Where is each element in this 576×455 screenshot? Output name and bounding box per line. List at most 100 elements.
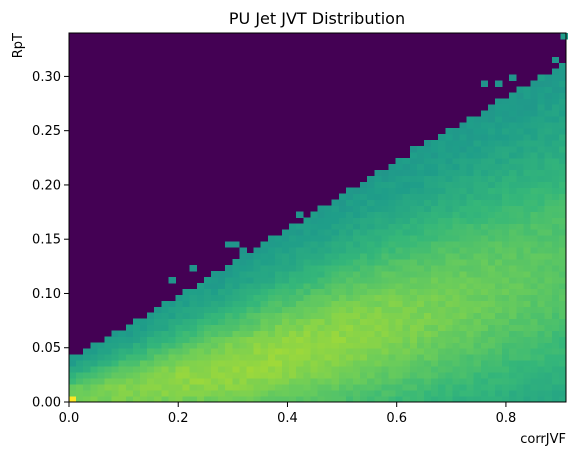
heatmap-cell <box>161 318 169 325</box>
heatmap-cell <box>438 348 446 355</box>
heatmap-cell <box>367 247 375 254</box>
heatmap-cell <box>381 235 389 242</box>
heatmap-cell <box>274 360 283 367</box>
heatmap-cell <box>317 217 325 224</box>
heatmap-cell <box>395 360 403 367</box>
heatmap-cell <box>466 324 474 331</box>
heatmap-cell <box>473 378 482 385</box>
heatmap-cell <box>239 300 247 308</box>
heatmap-cell <box>104 372 112 379</box>
heatmap-cell <box>360 271 368 278</box>
heatmap-cell <box>69 354 77 361</box>
heatmap-cell <box>125 336 134 343</box>
heatmap-cell <box>182 306 190 314</box>
heatmap-cell <box>516 312 524 319</box>
heatmap-cell <box>310 217 318 224</box>
heatmap-cell <box>530 241 538 248</box>
heatmap-cell <box>509 229 517 236</box>
heatmap-cell <box>104 342 112 349</box>
heatmap-cell <box>544 199 553 206</box>
heatmap-cell <box>175 354 183 361</box>
heatmap-cell <box>487 288 496 296</box>
heatmap-cell <box>487 187 496 194</box>
heatmap-cell <box>345 324 354 331</box>
heatmap-cell <box>154 354 162 361</box>
heatmap-cell <box>516 146 524 153</box>
heatmap-cell <box>523 336 531 343</box>
heatmap-cell <box>480 181 489 189</box>
heatmap-cell <box>303 342 311 349</box>
heatmap-cell <box>90 360 98 367</box>
heatmap-cell <box>374 378 382 385</box>
heatmap-cell <box>466 134 474 141</box>
heatmap-cell <box>253 277 261 284</box>
heatmap-cell <box>338 288 347 296</box>
heatmap-cell <box>260 253 269 260</box>
heatmap-cell <box>345 229 354 236</box>
heatmap-cell <box>310 277 318 284</box>
heatmap-cell <box>246 330 254 337</box>
heatmap-cell <box>189 384 198 391</box>
heatmap-cell <box>267 235 276 242</box>
heatmap-cell <box>452 175 460 183</box>
heatmap-cell <box>537 282 545 290</box>
heatmap-cell <box>551 104 560 111</box>
heatmap-cell <box>211 300 219 308</box>
heatmap-cell <box>395 396 403 403</box>
heatmap-cell <box>345 217 354 224</box>
heatmap-cell <box>558 98 567 105</box>
heatmap-cell <box>544 241 553 248</box>
heatmap-cell <box>203 312 212 319</box>
heatmap-cell <box>296 354 304 361</box>
heatmap-cell <box>438 223 446 230</box>
heatmap-cell <box>544 152 553 159</box>
heatmap-cell <box>303 277 311 284</box>
heatmap-cell <box>225 265 233 272</box>
heatmap-cell <box>282 259 290 266</box>
heatmap-cell <box>140 384 148 391</box>
heatmap-cell <box>353 253 361 260</box>
heatmap-cell <box>374 366 382 373</box>
heatmap-cell <box>502 199 510 206</box>
heatmap-cell <box>416 277 425 284</box>
heatmap-cell <box>480 271 489 278</box>
heatmap-cell <box>466 223 474 230</box>
heatmap-cell <box>331 277 340 284</box>
heatmap-cell <box>530 324 538 331</box>
heatmap-cell <box>388 253 396 260</box>
heatmap-cell <box>232 259 240 266</box>
heatmap-cell <box>452 372 460 379</box>
heatmap-cell <box>310 211 318 218</box>
heatmap-cell <box>480 235 489 242</box>
heatmap-cell <box>416 336 425 343</box>
heatmap-cell <box>253 282 261 290</box>
heatmap-cell <box>147 360 155 367</box>
heatmap-cell <box>260 318 269 325</box>
heatmap-cell <box>495 229 503 236</box>
heatmap-cell <box>225 294 233 302</box>
heatmap-cell <box>551 157 560 165</box>
heatmap-cell <box>310 372 318 379</box>
heatmap-cell <box>402 312 411 319</box>
heatmap-cell <box>154 360 162 367</box>
heatmap-cell <box>409 187 418 194</box>
heatmap-cell <box>182 294 190 302</box>
heatmap-cell <box>502 211 510 218</box>
heatmap-cell <box>211 306 219 314</box>
heatmap-cell <box>495 217 503 224</box>
heatmap-cell <box>459 372 467 379</box>
heatmap-cell <box>431 187 439 194</box>
heatmap-cell <box>338 312 347 319</box>
heatmap-cell <box>452 241 460 248</box>
heatmap-cell <box>289 265 297 272</box>
heatmap-cell <box>424 366 432 373</box>
heatmap-cell <box>211 294 219 302</box>
heatmap-cell <box>303 223 311 230</box>
heatmap-cell <box>473 152 482 159</box>
heatmap-cell <box>367 241 375 248</box>
heatmap-cell <box>310 229 318 236</box>
heatmap-cell <box>360 277 368 284</box>
heatmap-cell <box>331 306 340 314</box>
heatmap-cell <box>324 312 332 319</box>
heatmap-cell <box>374 187 382 194</box>
